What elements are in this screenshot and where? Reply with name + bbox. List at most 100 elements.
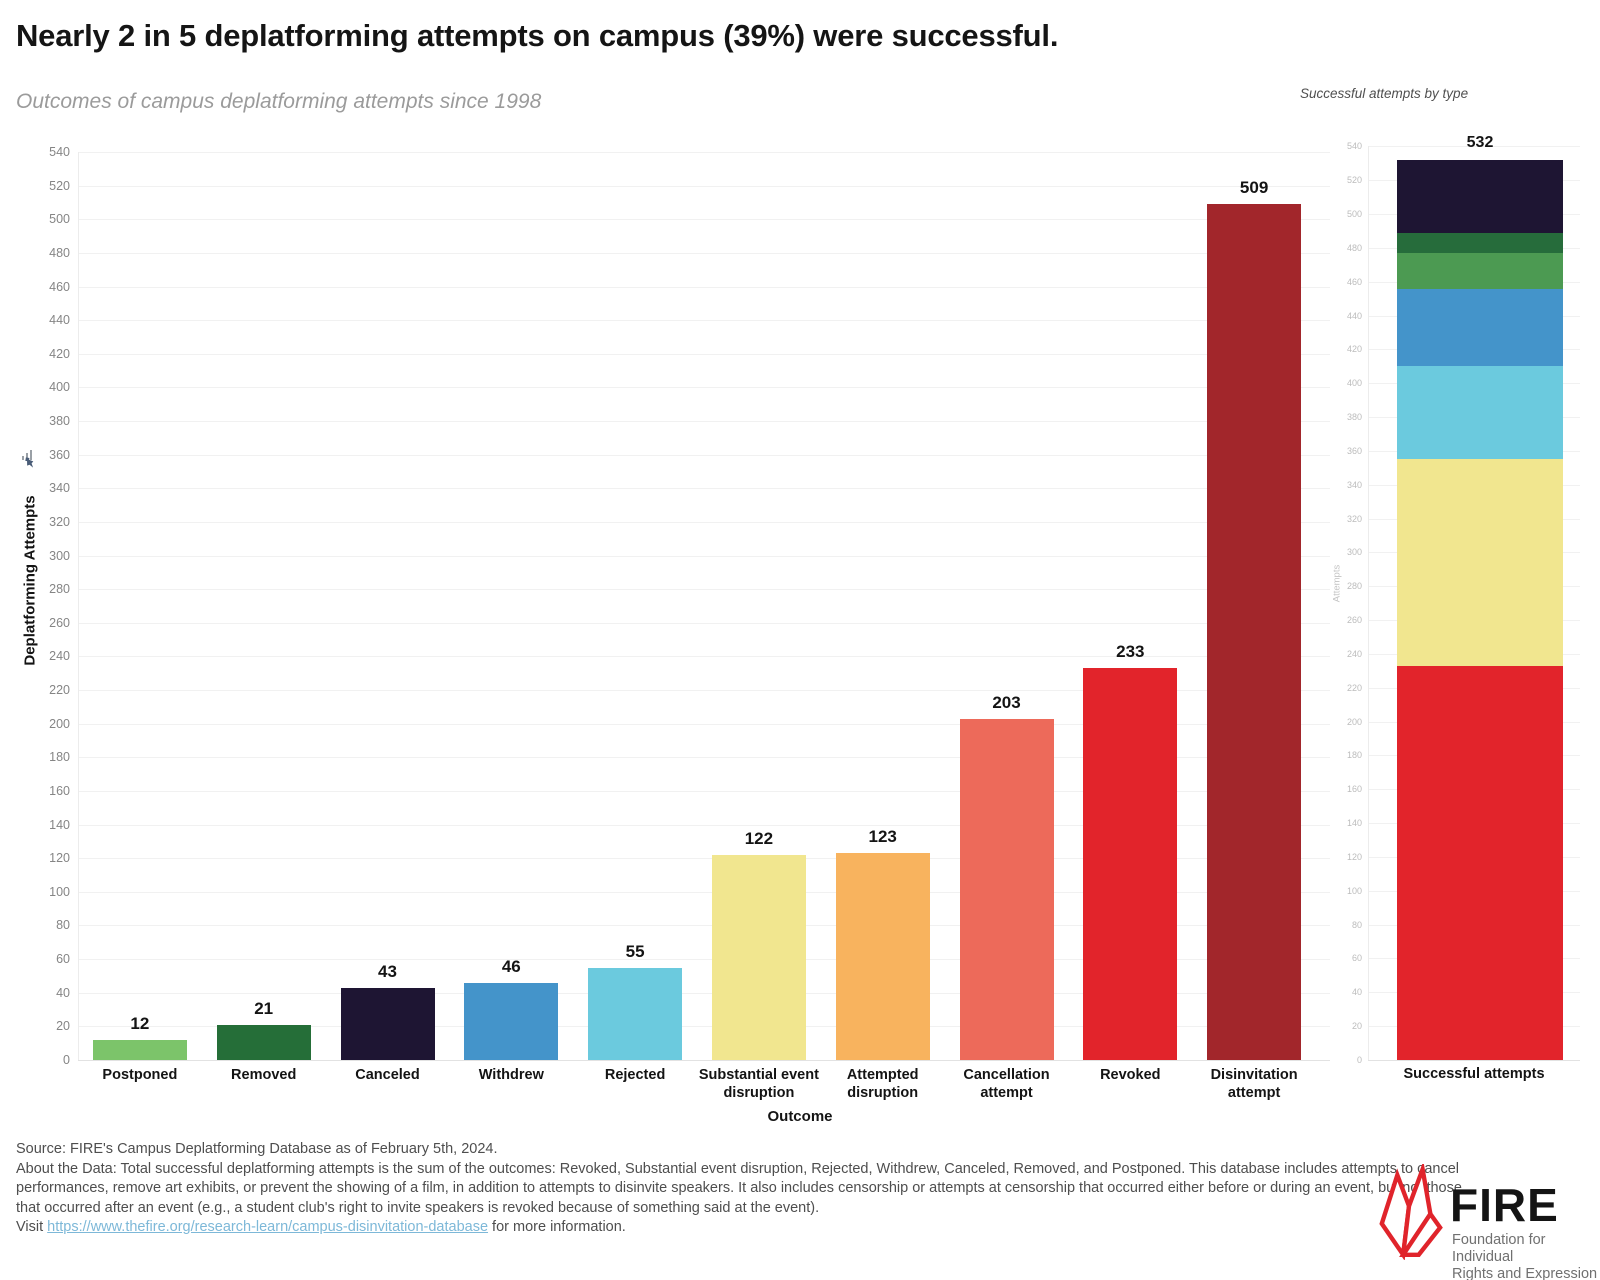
y-tick-label-160: 160: [49, 783, 70, 798]
gridline-320: [78, 521, 1330, 523]
bar-postponed: [92, 1039, 187, 1060]
mini-bar-chart-icon: [22, 442, 44, 460]
bar-category-label: Canceled: [355, 1067, 420, 1083]
y-axis-line: [78, 151, 79, 1060]
mini-y-tick-label-420: 420: [1346, 344, 1362, 355]
source-line: Source: FIRE's Campus Deplatforming Data…: [16, 1141, 498, 1157]
y-tick-label-80: 80: [56, 918, 70, 933]
about-line-3: that occurred after an event (e.g., a st…: [16, 1199, 820, 1216]
y-tick-label-240: 240: [49, 649, 70, 664]
y-tick-label-280: 280: [49, 582, 70, 597]
y-tick-label-60: 60: [56, 952, 70, 967]
gridline-140: [78, 824, 1330, 826]
bar-category-label: Rejected: [604, 1067, 666, 1083]
bar-category-label: Attempted disruption: [846, 1067, 919, 1101]
stacked-chart-title: Successful attempts by type: [1300, 86, 1469, 101]
visit-suffix: for more information.: [488, 1219, 626, 1235]
mini-y-tick-label-140: 140: [1346, 818, 1362, 829]
y-tick-label-180: 180: [49, 750, 70, 765]
mini-y-tick-label-460: 460: [1346, 276, 1362, 287]
bar-category-label: Cancellation attempt: [963, 1067, 1050, 1101]
mini-y-tick-label-60: 60: [1351, 953, 1362, 964]
footer: Source: FIRE's Campus Deplatforming Data…: [16, 1140, 1462, 1238]
bar-category-label: Substantial event disruption: [698, 1067, 819, 1101]
database-link[interactable]: https://www.thefire.org/research-learn/c…: [47, 1219, 489, 1235]
gridline-220: [78, 690, 1330, 692]
mini-y-tick-label-80: 80: [1351, 919, 1362, 930]
mini-y-tick-label-500: 500: [1346, 209, 1362, 220]
bar-category-label: Removed: [231, 1067, 297, 1083]
gridline-80: [78, 925, 1330, 927]
y-tick-label-360: 360: [49, 447, 70, 462]
about-line-2: performances, remove art exhibits, or pr…: [16, 1180, 1462, 1196]
bar-category-label: Postponed: [102, 1067, 178, 1083]
visit-line: Visit https://www.thefire.org/research-l…: [16, 1218, 1462, 1238]
gridline-360: [78, 454, 1330, 456]
gridline-500: [78, 219, 1330, 221]
mini-y-tick-label-520: 520: [1346, 175, 1362, 186]
fire-tagline-line-1: Foundation for Individual: [1452, 1232, 1546, 1265]
gridline-340: [78, 488, 1330, 490]
mini-y-tick-label-440: 440: [1346, 310, 1362, 321]
gridline-280: [78, 589, 1330, 591]
y-tick-label-260: 260: [49, 615, 70, 630]
bar-value-label: 21: [254, 998, 274, 1018]
gridline-440: [78, 320, 1330, 322]
mini-gridline-0: [1368, 1060, 1580, 1061]
y-tick-label-380: 380: [49, 414, 70, 429]
bar-substantial-event: [711, 854, 806, 1060]
y-tick-label-140: 140: [49, 817, 70, 832]
mini-y-tick-label-340: 340: [1346, 479, 1362, 490]
y-tick-label-200: 200: [49, 716, 70, 731]
mini-gridline-540: [1368, 146, 1580, 148]
y-tick-label-500: 500: [49, 212, 70, 227]
mini-y-tick-label-380: 380: [1346, 412, 1362, 423]
mini-y-tick-label-0: 0: [1356, 1055, 1362, 1065]
stacked-segment-removed: [1397, 253, 1563, 289]
mini-y-tick-label-120: 120: [1346, 851, 1362, 862]
y-tick-label-520: 520: [49, 178, 70, 193]
gridline-520: [78, 185, 1330, 187]
mini-y-axis-line: [1368, 146, 1369, 1060]
gridline-380: [78, 421, 1330, 423]
y-tick-label-420: 420: [49, 346, 70, 361]
y-tick-label-440: 440: [49, 313, 70, 328]
bar-value-label: 46: [501, 956, 521, 976]
gridline-460: [78, 286, 1330, 288]
bar-canceled: [340, 987, 435, 1060]
stacked-total-label: 532: [1466, 134, 1494, 151]
bar-category-label: Revoked: [1100, 1067, 1161, 1083]
mini-y-tick-label-540: 540: [1346, 141, 1362, 152]
x-axis-title: Outcome: [767, 1108, 833, 1125]
page-title: Nearly 2 in 5 deplatforming attempts on …: [16, 18, 1059, 53]
bar-cancellation: [959, 718, 1054, 1060]
gridline-60: [78, 959, 1330, 961]
bar-value-label: 122: [744, 828, 774, 848]
fire-tagline-line-2: Rights and Expression: [1452, 1266, 1598, 1280]
bar-revoked: [1083, 668, 1178, 1060]
pushpin-icon: [25, 457, 34, 468]
bar-value-label: 203: [992, 692, 1021, 712]
y-tick-label-40: 40: [56, 985, 70, 1000]
bar-value-label: 55: [625, 941, 645, 961]
y-tick-label-0: 0: [63, 1053, 70, 1067]
gridline-300: [78, 555, 1330, 557]
gridline-420: [78, 353, 1330, 355]
bar-category-label: Withdrew: [478, 1067, 544, 1083]
bar-value-label: 233: [1116, 642, 1145, 662]
y-tick-label-300: 300: [49, 548, 70, 563]
mini-y-tick-label-280: 280: [1346, 581, 1362, 592]
bar-value-label: 123: [868, 827, 897, 847]
mini-y-tick-label-300: 300: [1346, 547, 1362, 558]
y-tick-label-480: 480: [49, 245, 70, 260]
bar-value-label: 12: [130, 1013, 150, 1033]
mini-y-tick-label-160: 160: [1346, 784, 1362, 795]
stacked-segment-substantial-event-disruption: [1397, 459, 1563, 666]
y-tick-label-340: 340: [49, 481, 70, 496]
mini-y-tick-label-320: 320: [1346, 513, 1362, 524]
gridline-0: [78, 1060, 1330, 1061]
mini-y-tick-label-20: 20: [1351, 1021, 1362, 1032]
y-tick-label-460: 460: [49, 279, 70, 294]
bar-attempted: [835, 853, 930, 1060]
